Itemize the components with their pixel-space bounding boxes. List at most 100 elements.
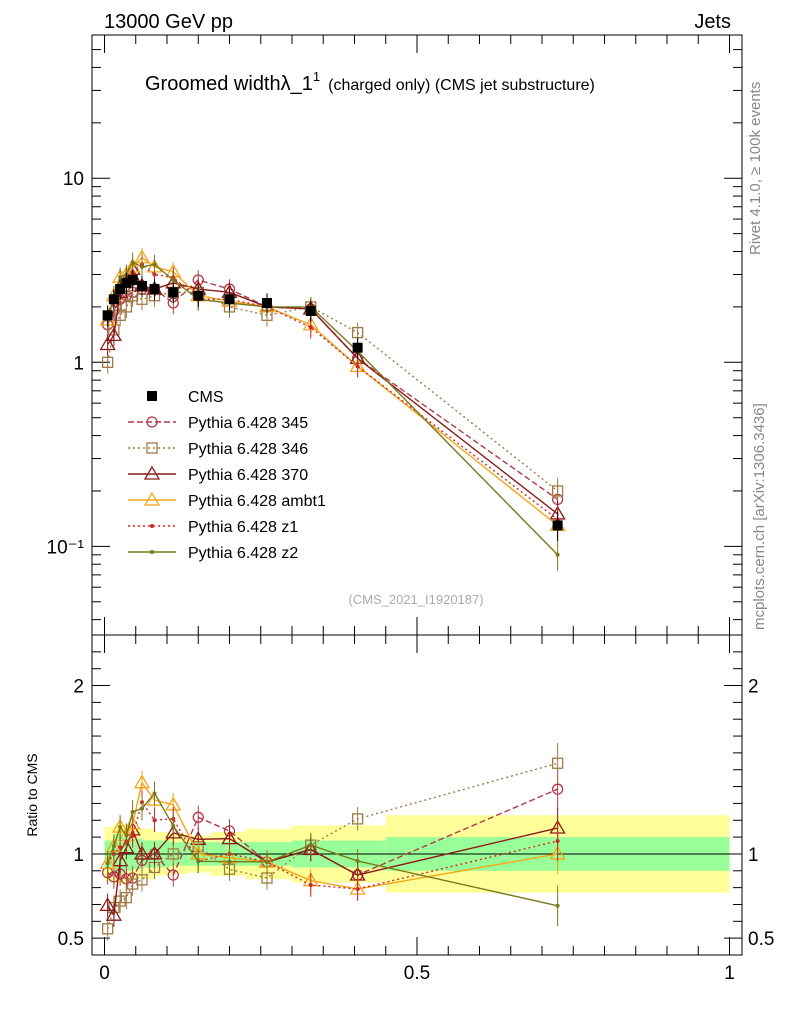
ratio-y-tick-label: 0.5 [748, 929, 774, 950]
ratio-point [133, 774, 151, 789]
data-point [149, 284, 160, 295]
chart-title-suffix: (charged only) (CMS jet substructure) [328, 77, 595, 94]
ratio-point [105, 906, 123, 921]
series-cms [102, 270, 563, 542]
ratio-point [133, 845, 151, 860]
y-tick-label: 1 [73, 353, 84, 374]
data-point [308, 325, 313, 330]
ratio-point [227, 859, 232, 864]
legend-item-pythia-6-428-370: Pythia 6.428 370 [128, 465, 308, 484]
data-point [193, 290, 204, 301]
main-series-group [99, 247, 566, 571]
side-mcplots-label: mcplots.cern.ch [arXiv:1306.3436] [751, 403, 768, 630]
ratio-point [120, 891, 133, 904]
legend-label: Pythia 6.428 345 [188, 415, 308, 432]
data-point [105, 327, 123, 342]
data-point [130, 260, 135, 265]
ratio-point [167, 869, 179, 881]
chart-title-main: Groomed width [145, 73, 281, 95]
ratio-series-group [99, 743, 566, 941]
data-point [224, 294, 235, 305]
legend-item-cms: CMS [147, 389, 224, 406]
ratio-line [107, 827, 558, 918]
side-rivet-label: Rivet 4.1.0, ≥ 100k events [747, 82, 764, 255]
chart-title: Groomed widthλ_11 (charged only) (CMS jet… [145, 69, 595, 95]
series-line [106, 291, 559, 492]
ratio-point [101, 923, 114, 935]
data-point [555, 552, 560, 557]
y-tick-label: 10 [63, 169, 84, 190]
y-tick-label: 10⁻¹ [47, 537, 85, 558]
series-line [106, 263, 559, 521]
chart-title-symbol: λ_1 [281, 73, 313, 95]
legend-label: Pythia 6.428 346 [188, 441, 308, 458]
legend-label: Pythia 6.428 ambt1 [188, 493, 326, 510]
data-point [115, 284, 126, 295]
ratio-point [355, 858, 360, 863]
legend-marker [150, 524, 154, 528]
data-point [121, 277, 132, 288]
series-line [107, 267, 559, 515]
ratio-point [136, 874, 148, 886]
header-right-label: Jets [694, 11, 731, 33]
legend-item-pythia-6-428-z1: Pythia 6.428 z1 [128, 519, 298, 536]
ratio-point [555, 903, 560, 908]
data-point [102, 310, 113, 321]
series-line [106, 261, 559, 556]
ratio-y-tick-label: 1 [748, 845, 759, 866]
legend-item-pythia-6-428-z2: Pythia 6.428 z2 [128, 545, 298, 562]
ratio-uncertainty-bands [92, 815, 742, 893]
ratio-axis-ticks: 0 0.5 1 0.5 0.5 1 1 2 2 [58, 634, 774, 984]
ratio-point [308, 843, 313, 848]
data-point [137, 280, 147, 291]
legend-item-pythia-6-428-345: Pythia 6.428 345 [128, 415, 308, 432]
legend: CMS Pythia 6.428 345 Pythia 6.428 346 Pythi… [128, 389, 326, 562]
ratio-point [152, 818, 157, 823]
legend-marker [146, 442, 158, 454]
legend-marker [147, 391, 157, 401]
header-left-label: 13000 GeV pp [104, 11, 233, 33]
data-point [140, 264, 144, 269]
series-pythia-6-428-345 [101, 270, 564, 516]
ratio-point [124, 833, 129, 838]
ratio-point [146, 845, 163, 860]
ratio-point [99, 897, 116, 912]
chart-title-superscript: 1 [313, 69, 320, 84]
legend-label: Pythia 6.428 z1 [188, 519, 298, 536]
data-point [351, 326, 364, 339]
ratio-point [196, 859, 201, 864]
ratio-point [265, 859, 269, 864]
ratio-y-tick-label: 2 [748, 677, 759, 698]
ratio-point [308, 882, 313, 887]
data-point [552, 520, 563, 531]
ratio-point [130, 809, 135, 814]
data-point [171, 277, 176, 282]
ratio-point [551, 757, 564, 769]
ratio-point [140, 806, 144, 811]
legend-label: Pythia 6.428 370 [188, 467, 308, 484]
data-point [99, 336, 116, 351]
legend-label: CMS [188, 389, 224, 406]
data-point [152, 262, 157, 267]
legend-label: Pythia 6.428 z2 [188, 545, 298, 562]
ratio-point [118, 825, 123, 829]
x-tick-label: 1 [724, 963, 735, 984]
data-point [120, 301, 133, 313]
ratio-point [555, 838, 560, 843]
ratio-point [130, 833, 135, 838]
ratio-series-pythia-6-428-z2 [105, 781, 560, 926]
ratio-point [351, 813, 364, 825]
data-point [101, 356, 114, 368]
ratio-point [355, 887, 360, 892]
ratio-point [111, 852, 129, 867]
ratio-point [167, 848, 179, 860]
ratio-y-tick-label: 0.5 [58, 929, 84, 950]
watermark-label: (CMS_2021_I1920187) [348, 592, 483, 607]
main-axis-ticks: 10 1 10⁻¹ [47, 34, 742, 635]
data-point [305, 305, 316, 316]
ratio-point [192, 811, 204, 823]
data-point [262, 297, 272, 308]
legend-item-pythia-6-428-346: Pythia 6.428 346 [128, 441, 308, 458]
data-point [168, 287, 179, 298]
